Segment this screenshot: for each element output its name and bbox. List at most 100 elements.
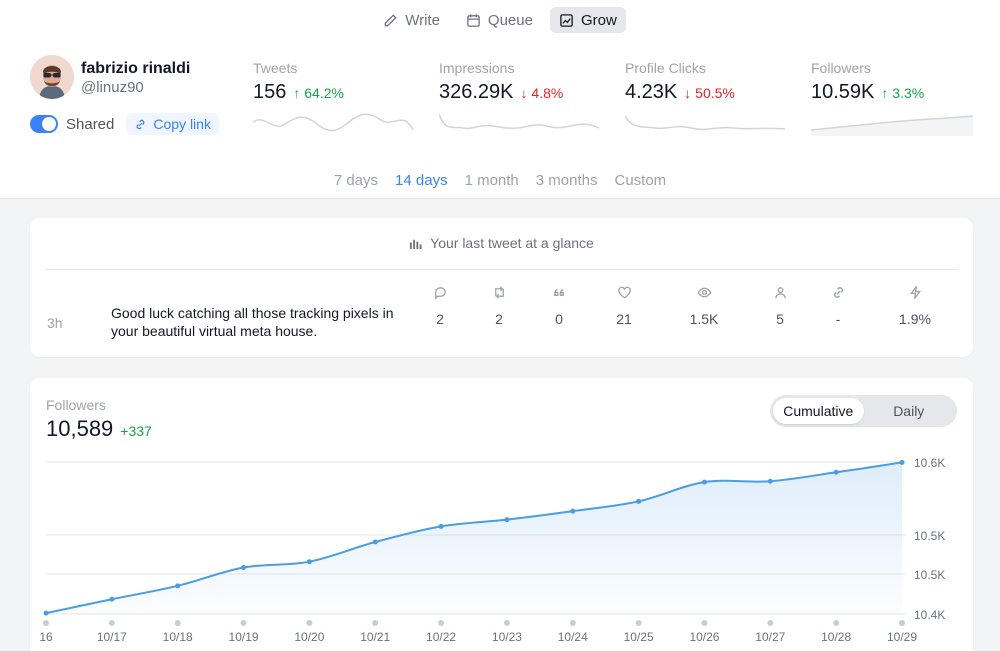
stat-change-value: 64.2% [304, 85, 344, 101]
nav-write[interactable]: Write [374, 7, 449, 33]
stat-profile-clicks[interactable]: Profile Clicks 4.23K ↓ 50.5% [625, 60, 790, 135]
divider [45, 269, 958, 270]
x-tick [306, 620, 313, 626]
tweet-age: 3h [47, 315, 63, 331]
x-tick-label: 10/18 [163, 630, 193, 644]
stat-change-value: 50.5% [695, 85, 735, 101]
x-tick-label: 10/20 [294, 630, 324, 644]
shared-label: Shared [66, 115, 115, 133]
nav-queue-label: Queue [487, 11, 533, 29]
arrow-down-icon: ↓ [520, 85, 528, 101]
data-point[interactable] [636, 498, 642, 504]
x-tick-label: 10/24 [558, 630, 588, 644]
nav-queue[interactable]: Queue [457, 7, 542, 33]
metric-retweets: 2 [469, 285, 529, 327]
x-tick-label: 10/17 [97, 630, 127, 644]
metric-value: 21 [616, 311, 632, 327]
data-point[interactable] [899, 459, 905, 465]
data-point[interactable] [504, 517, 510, 523]
nav-grow[interactable]: Grow [549, 7, 626, 33]
last-tweet-heading-text: Your last tweet at a glance [430, 235, 594, 251]
link-icon [136, 119, 145, 129]
avatar[interactable] [30, 55, 74, 99]
mode-cumulative[interactable]: Cumulative [773, 398, 864, 424]
x-tick-label: 10/27 [755, 630, 785, 644]
x-tick [635, 620, 642, 626]
metric-quotes: 0 [529, 285, 589, 327]
stat-change: ↑ 3.3% [881, 85, 924, 101]
range-3-months[interactable]: 3 months [535, 172, 598, 189]
data-point[interactable] [438, 523, 444, 529]
nav-grow-label: Grow [580, 11, 617, 29]
x-tick [174, 620, 181, 626]
stat-label: Followers [811, 60, 871, 76]
data-point[interactable] [701, 479, 707, 485]
metric-profile-visits: 5 [750, 285, 810, 327]
last-tweet-heading: Your last tweet at a glance [30, 235, 973, 251]
stat-change: ↑ 64.2% [293, 85, 344, 101]
stat-impressions[interactable]: Impressions 326.29K ↓ 4.8% [439, 60, 604, 135]
eye-icon [697, 287, 711, 298]
mode-toggle: Cumulative Daily [770, 395, 957, 427]
tweet-text[interactable]: Good luck catching all those tracking pi… [111, 305, 394, 339]
range-14-days[interactable]: 14 days [395, 172, 448, 201]
y-tick-label: 10.5K [914, 568, 945, 582]
stat-label: Profile Clicks [625, 60, 706, 76]
data-point[interactable] [109, 596, 115, 602]
metric-value: 1.9% [899, 311, 931, 327]
range-7-days[interactable]: 7 days [333, 172, 379, 189]
quote-icon [553, 288, 564, 297]
stat-change: ↓ 50.5% [684, 85, 735, 101]
sparkline [811, 115, 973, 136]
data-point[interactable] [833, 469, 839, 475]
shared-toggle[interactable] [30, 115, 58, 133]
range-tabs: 7 days 14 days 1 month 3 months Custom [0, 172, 1000, 201]
range-1-month[interactable]: 1 month [464, 172, 519, 189]
sparkline [253, 113, 414, 132]
x-tick [372, 620, 379, 626]
x-tick-label: 10/28 [821, 630, 851, 644]
x-tick [503, 620, 510, 626]
x-tick [43, 620, 49, 626]
stat-label: Impressions [439, 60, 515, 76]
y-tick-label: 10.5K [914, 529, 945, 543]
stat-change-value: 3.3% [892, 85, 925, 101]
link-icon [833, 287, 843, 298]
followers-label: Followers [46, 397, 106, 413]
heart-icon [617, 286, 631, 299]
metric-engagement: 1.9% [885, 285, 945, 327]
data-point[interactable] [175, 583, 181, 589]
followers-change: +337 [120, 423, 152, 439]
data-point[interactable] [306, 559, 312, 565]
calendar-icon [467, 13, 480, 27]
sparkline [625, 115, 786, 131]
range-custom[interactable]: Custom [614, 172, 667, 189]
x-tick [569, 620, 576, 626]
pencil-icon [384, 13, 397, 26]
stat-label: Tweets [253, 60, 298, 76]
x-tick [701, 620, 708, 626]
stat-tweets[interactable]: Tweets 156 ↑ 64.2% [253, 60, 418, 135]
mode-daily[interactable]: Daily [893, 403, 925, 419]
stat-followers[interactable]: Followers 10.59K ↑ 3.3% [811, 60, 976, 136]
metric-impressions: 1.5K [674, 285, 734, 327]
copy-link-button[interactable]: Copy link [126, 113, 219, 135]
data-point[interactable] [372, 539, 378, 545]
stat-value: 10.59K [811, 81, 875, 103]
x-tick [767, 620, 774, 626]
data-point[interactable] [241, 565, 247, 571]
data-point[interactable] [767, 478, 773, 484]
metric-value: 5 [776, 311, 784, 327]
stat-change-value: 4.8% [531, 85, 564, 101]
followers-chart: 10.6K 10.5K 10.5K 10.4K 16 10/17 10/18 10/19 10/… [39, 456, 945, 644]
top-nav: Write Queue Grow [0, 7, 1000, 34]
data-point[interactable] [570, 508, 576, 514]
bar-chart-icon [410, 239, 422, 249]
x-tick-label: 10/21 [360, 630, 390, 644]
metric-likes: 21 [594, 285, 654, 327]
data-point[interactable] [43, 610, 49, 616]
profile-name: fabrizio rinaldi [81, 60, 191, 77]
x-tick-label: 10/19 [229, 630, 259, 644]
followers-area [46, 462, 902, 614]
stat-value: 326.29K [439, 81, 514, 103]
